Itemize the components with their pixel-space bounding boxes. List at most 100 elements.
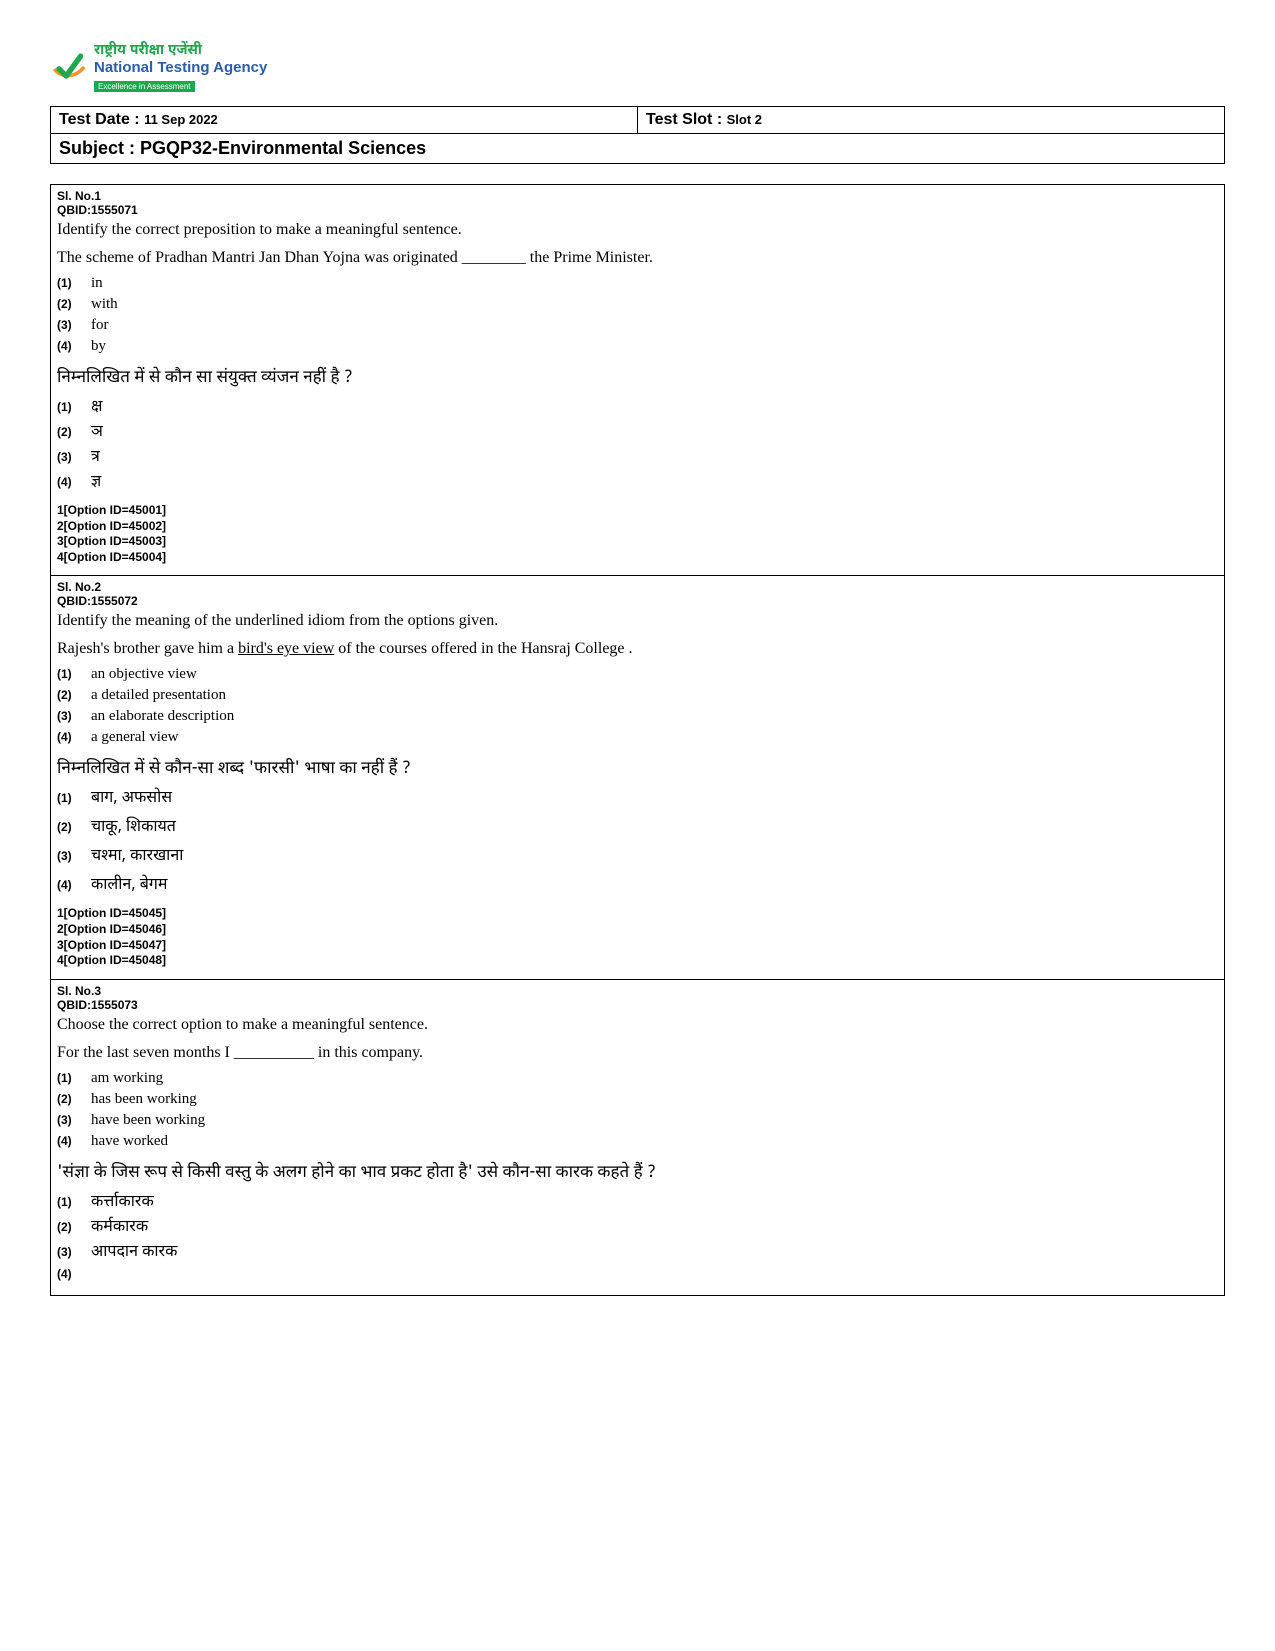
- q3-opt1-num: (1): [57, 1071, 81, 1085]
- q1-opt1-num: (1): [57, 276, 81, 290]
- q2-hopt1: (1) बाग, अफसोस: [57, 788, 1218, 809]
- q1-opt2: (2) with: [57, 296, 1218, 313]
- test-slot-label: Test Slot :: [646, 111, 727, 128]
- q1-hopt2-num: (2): [57, 425, 81, 439]
- q3-opt3-txt: have been working: [91, 1112, 205, 1129]
- q1-sl: Sl. No.1: [57, 189, 1218, 203]
- q2-opt3-txt: an elaborate description: [91, 708, 234, 725]
- q1-stem: Identify the correct preposition to make…: [57, 221, 1218, 239]
- q2-hopt4: (4) कालीन, बेगम: [57, 875, 1218, 896]
- q3-hopt1-num: (1): [57, 1195, 81, 1209]
- q1-optid-2: 2[Option ID=45002]: [57, 519, 1218, 535]
- q3-hopt2: (2) कर्मकारक: [57, 1217, 1218, 1238]
- nta-logo: राष्ट्रीय परीक्षा एजेंसी National Testin…: [50, 40, 1225, 94]
- q3-hopt4-num: (4): [57, 1267, 81, 1281]
- test-slot-value: Slot 2: [727, 112, 762, 127]
- nta-logo-icon: [50, 49, 86, 85]
- q2-opt1: (1)an objective view: [57, 666, 1218, 683]
- q1-hopt4-num: (4): [57, 475, 81, 489]
- q3-hindi-stem: 'संज्ञा के जिस रूप से किसी वस्तु के अलग …: [57, 1162, 1218, 1184]
- q3-opt3-num: (3): [57, 1113, 81, 1127]
- q1-opt2-num: (2): [57, 297, 81, 311]
- q3-stem2-pre: For the last seven months I: [57, 1044, 234, 1061]
- q1-optids: 1[Option ID=45001] 2[Option ID=45002] 3[…: [57, 503, 1218, 565]
- q3-stem2-post: in this company.: [314, 1044, 423, 1061]
- q3-hopt2-txt: कर्मकारक: [91, 1217, 148, 1238]
- q1-optid-4: 4[Option ID=45004]: [57, 550, 1218, 566]
- q1-opt4-num: (4): [57, 339, 81, 353]
- q2-sl: Sl. No.2: [57, 580, 1218, 594]
- q2-hopt2-txt: चाकू, शिकायत: [91, 817, 176, 838]
- q2-optid-2: 2[Option ID=45046]: [57, 922, 1218, 938]
- q3-hopt3-txt: आपदान कारक: [91, 1242, 177, 1263]
- q1-stem2-blank: ________: [462, 249, 526, 266]
- q2-opt2-txt: a detailed presentation: [91, 687, 226, 704]
- q2-hopt1-num: (1): [57, 791, 81, 805]
- q3-hopt4: (4): [57, 1267, 1218, 1281]
- q1-opt4: (4) by: [57, 338, 1218, 355]
- q1-opt2-txt: with: [91, 296, 118, 313]
- q1-hopt4-txt: ज्ञ: [91, 472, 101, 493]
- q2-hopt3: (3) चश्मा, कारखाना: [57, 846, 1218, 867]
- q1-hopt3: (3)त्र: [57, 447, 1218, 468]
- q2-hopt3-txt: चश्मा, कारखाना: [91, 846, 183, 867]
- q1-stem2-post: the Prime Minister.: [526, 249, 653, 266]
- q3-stem2: For the last seven months I __________ i…: [57, 1044, 1218, 1062]
- q1-hopt2: (2) ञ: [57, 422, 1218, 443]
- subject-value: PGQP32-Environmental Sciences: [140, 138, 426, 158]
- q2-stem2: Rajesh's brother gave him a bird's eye v…: [57, 640, 1218, 658]
- q2-hindi-stem: निम्नलिखित में से कौन-सा शब्द 'फारसी' भा…: [57, 758, 1218, 780]
- q2-opt4-num: (4): [57, 730, 81, 744]
- q3-opt1-txt: am working: [91, 1070, 163, 1087]
- q2-opt2: (2) a detailed presentation: [57, 687, 1218, 704]
- logo-tagline: Excellence in Assessment: [94, 81, 195, 92]
- q1-qbid: QBID:1555071: [57, 203, 1218, 217]
- q1-opt1: (1) in: [57, 275, 1218, 292]
- q1-opt3-num: (3): [57, 318, 81, 332]
- nta-logo-text: राष्ट्रीय परीक्षा एजेंसी National Testin…: [94, 40, 267, 94]
- q2-qbid: QBID:1555072: [57, 594, 1218, 608]
- q2-optid-1: 1[Option ID=45045]: [57, 906, 1218, 922]
- q1-hopt2-txt: ञ: [91, 422, 103, 443]
- q1-hopt1-txt: क्ष: [91, 397, 102, 418]
- q3-hopt3-num: (3): [57, 1245, 81, 1259]
- q3-hopt1-txt: कर्त्ताकारक: [91, 1192, 154, 1213]
- q2-hopt1-txt: बाग, अफसोस: [91, 788, 172, 809]
- q2-hopt3-num: (3): [57, 849, 81, 863]
- q1-opt3-txt: for: [91, 317, 109, 334]
- q1-hindi-stem: निम्नलिखित में से कौन सा संयुक्त व्यंजन …: [57, 367, 1218, 389]
- test-date-value: 11 Sep 2022: [144, 112, 218, 127]
- q1-optid-1: 1[Option ID=45001]: [57, 503, 1218, 519]
- logo-hindi: राष्ट्रीय परीक्षा एजेंसी: [94, 40, 267, 59]
- q3-opt1: (1) am working: [57, 1070, 1218, 1087]
- question-3: Sl. No.3 QBID:1555073 Choose the correct…: [51, 979, 1224, 1295]
- q1-stem2-pre: The scheme of Pradhan Mantri Jan Dhan Yo…: [57, 249, 462, 266]
- q1-opt4-txt: by: [91, 338, 106, 355]
- q2-optids: 1[Option ID=45045] 2[Option ID=45046] 3[…: [57, 906, 1218, 968]
- q3-opt2: (2)has been working: [57, 1091, 1218, 1108]
- q1-hopt1-num: (1): [57, 400, 81, 414]
- q1-hopt3-num: (3): [57, 450, 81, 464]
- q3-hopt3: (3) आपदान कारक: [57, 1242, 1218, 1263]
- header-table: Test Date : 11 Sep 2022 Test Slot : Slot…: [50, 106, 1225, 164]
- q3-stem: Choose the correct option to make a mean…: [57, 1016, 1218, 1034]
- q1-opt1-txt: in: [91, 275, 103, 292]
- q1-hopt4: (4) ज्ञ: [57, 472, 1218, 493]
- q1-stem2: The scheme of Pradhan Mantri Jan Dhan Yo…: [57, 249, 1218, 267]
- q3-opt3: (3) have been working: [57, 1112, 1218, 1129]
- question-2: Sl. No.2 QBID:1555072 Identify the meani…: [51, 575, 1224, 978]
- q3-hopt2-num: (2): [57, 1220, 81, 1234]
- question-1: Sl. No.1 QBID:1555071 Identify the corre…: [51, 185, 1224, 575]
- q3-sl: Sl. No.3: [57, 984, 1218, 998]
- q2-opt2-num: (2): [57, 688, 81, 702]
- q3-opt2-txt: has been working: [91, 1091, 197, 1108]
- q2-opt4: (4) a general view: [57, 729, 1218, 746]
- q2-hopt4-num: (4): [57, 878, 81, 892]
- q2-hopt4-txt: कालीन, बेगम: [91, 875, 167, 896]
- q2-opt1-num: (1): [57, 667, 81, 681]
- q2-optid-3: 3[Option ID=45047]: [57, 938, 1218, 954]
- q3-hopt1: (1) कर्त्ताकारक: [57, 1192, 1218, 1213]
- q2-opt4-txt: a general view: [91, 729, 178, 746]
- q2-stem2-post: of the courses offered in the Hansraj Co…: [334, 640, 632, 657]
- questions-container: Sl. No.1 QBID:1555071 Identify the corre…: [50, 184, 1225, 1296]
